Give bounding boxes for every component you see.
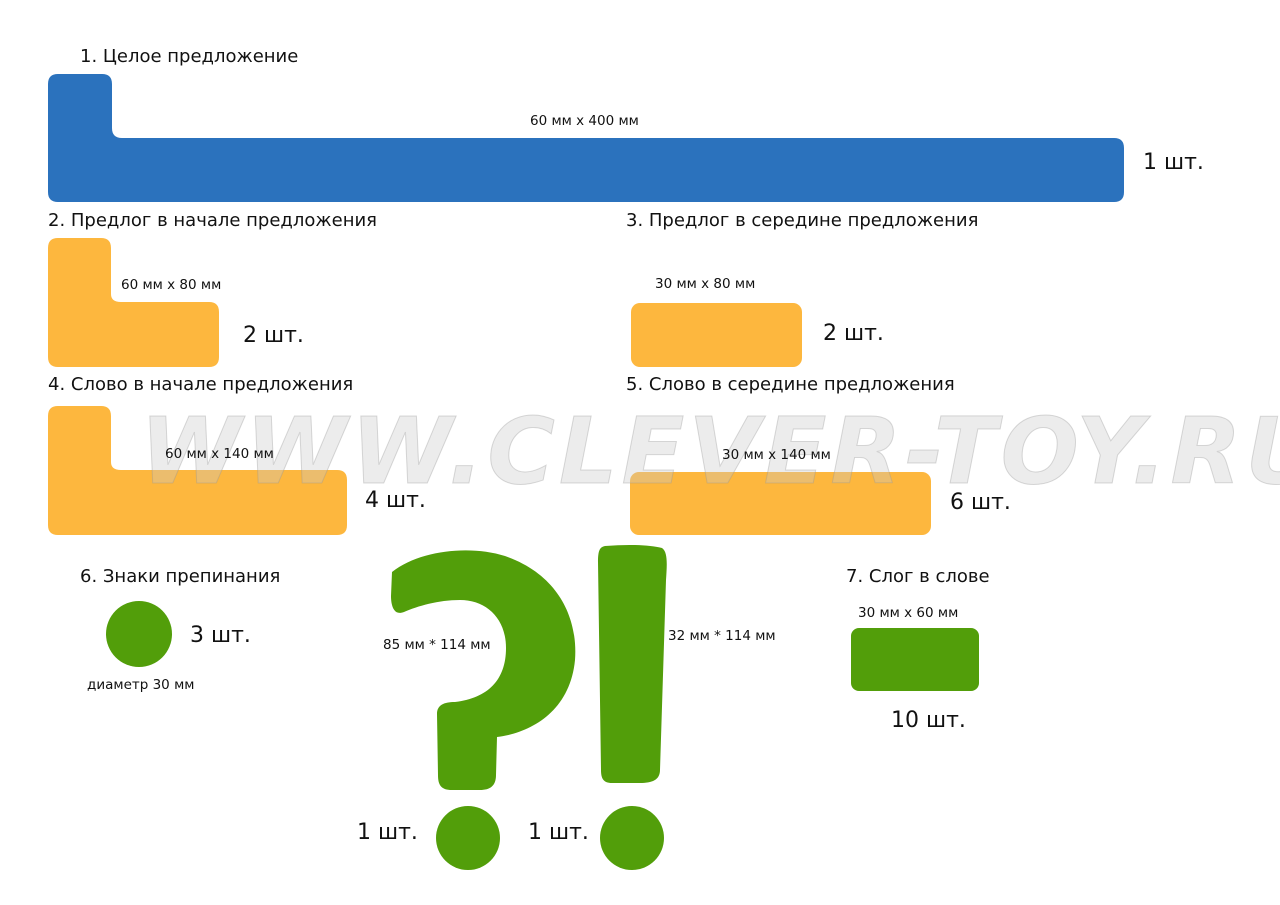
word-middle-shape (630, 472, 931, 535)
question-mark-size: 85 мм * 114 мм (383, 637, 491, 653)
question-mark-shape (391, 550, 576, 790)
heading-4: 4. Слово в начале предложения (48, 374, 354, 395)
heading-6: 6. Знаки препинания (80, 566, 281, 587)
heading-1: 1. Целое предложение (80, 46, 299, 67)
qty-4: 4 шт. (365, 488, 426, 513)
size-2: 60 мм x 80 мм (121, 277, 222, 293)
exclamation-mark-shape (598, 544, 667, 783)
word-start-shape (48, 406, 347, 535)
question-mark-qty: 1 шт. (357, 820, 418, 845)
size-5: 30 мм x 140 мм (722, 447, 831, 463)
qty-5: 6 шт. (950, 490, 1011, 515)
heading-7: 7. Слог в слове (846, 566, 990, 587)
preposition-start-shape (48, 238, 219, 367)
size-4: 60 мм x 140 мм (165, 446, 274, 462)
qty-2: 2 шт. (243, 323, 304, 348)
exclamation-mark-dot (600, 806, 664, 870)
heading-5: 5. Слово в середине предложения (626, 374, 955, 395)
qty-1: 1 шт. (1143, 150, 1204, 175)
question-mark-dot (436, 806, 500, 870)
punctuation-circle (106, 601, 172, 667)
whole-sentence-shape (48, 74, 1124, 202)
qty-6: 3 шт. (190, 623, 251, 648)
qty-3: 2 шт. (823, 321, 884, 346)
size-3: 30 мм x 80 мм (655, 276, 756, 292)
exclamation-mark-qty: 1 шт. (528, 820, 589, 845)
size-1: 60 мм x 400 мм (530, 113, 639, 129)
heading-3: 3. Предлог в середине предложения (626, 210, 979, 231)
preposition-middle-shape (631, 303, 802, 367)
syllable-shape (851, 628, 979, 691)
qty-7: 10 шт. (891, 708, 966, 733)
size-6: диаметр 30 мм (87, 677, 195, 693)
exclamation-mark-size: 32 мм * 114 мм (668, 628, 776, 644)
heading-2: 2. Предлог в начале предложения (48, 210, 377, 231)
size-7: 30 мм x 60 мм (858, 605, 959, 621)
